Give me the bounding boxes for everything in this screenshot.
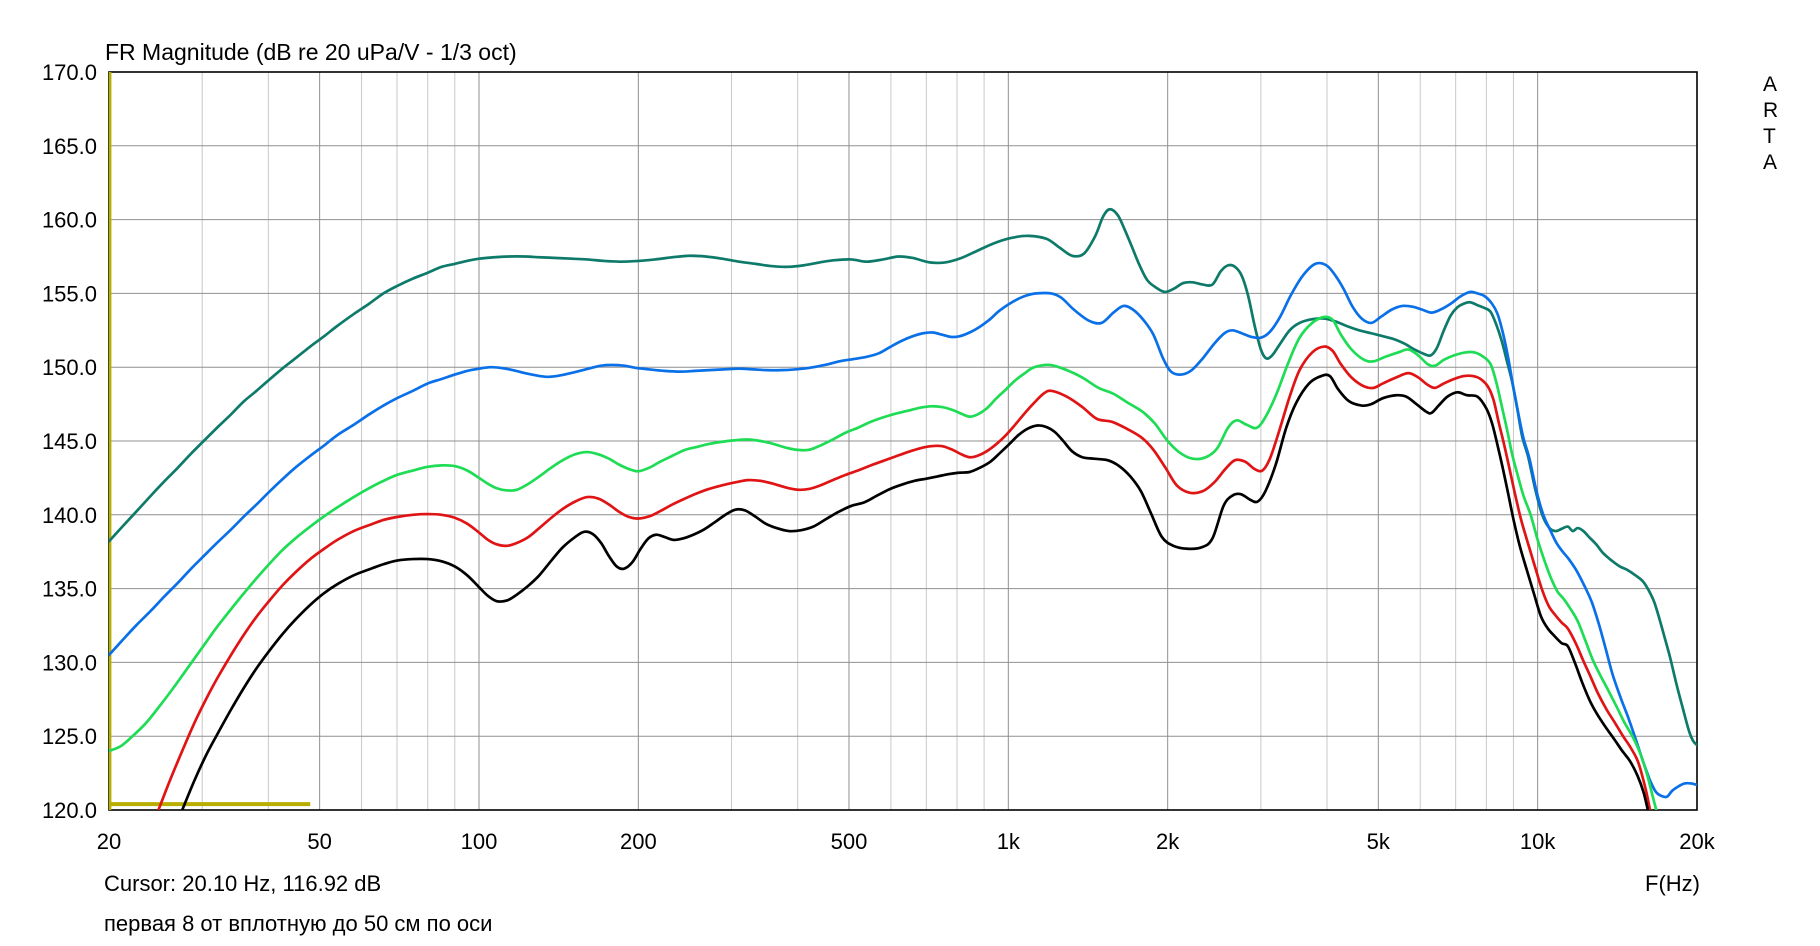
curve-blue	[109, 261, 1697, 799]
x-tick-label: 20k	[1679, 829, 1715, 854]
curve-dark-green	[109, 207, 1697, 747]
y-tick-label: 125.0	[42, 724, 97, 749]
y-tick-label: 160.0	[42, 208, 97, 233]
y-tick-label: 130.0	[42, 650, 97, 675]
overlay-note: первая 8 от вплотную до 50 см по оси	[104, 911, 493, 936]
curve-red	[157, 345, 1652, 810]
y-tick-label: 135.0	[42, 577, 97, 602]
x-tick-label: 500	[831, 829, 868, 854]
y-tick-label: 155.0	[42, 281, 97, 306]
arta-logo: ARTA	[1763, 73, 1779, 174]
y-tick-label: 150.0	[42, 355, 97, 380]
x-axis-title: F(Hz)	[1645, 871, 1700, 896]
y-tick-label: 145.0	[42, 429, 97, 454]
x-tick-label: 5k	[1367, 829, 1391, 854]
x-tick-label: 200	[620, 829, 657, 854]
x-tick-label: 2k	[1156, 829, 1180, 854]
x-tick-label: 1k	[997, 829, 1021, 854]
curve-green	[109, 315, 1658, 810]
x-tick-label: 100	[461, 829, 498, 854]
y-tick-label: 165.0	[42, 134, 97, 159]
curve-black	[180, 373, 1650, 810]
x-tick-label: 20	[97, 829, 121, 854]
x-tick-label: 50	[307, 829, 331, 854]
x-tick-label: 10k	[1520, 829, 1556, 854]
y-tick-label: 170.0	[42, 60, 97, 85]
cursor-readout: Cursor: 20.10 Hz, 116.92 dB	[104, 871, 382, 896]
y-tick-label: 140.0	[42, 503, 97, 528]
chart-title: FR Magnitude (dB re 20 uPa/V - 1/3 oct)	[105, 39, 517, 65]
y-tick-label: 120.0	[42, 798, 97, 823]
